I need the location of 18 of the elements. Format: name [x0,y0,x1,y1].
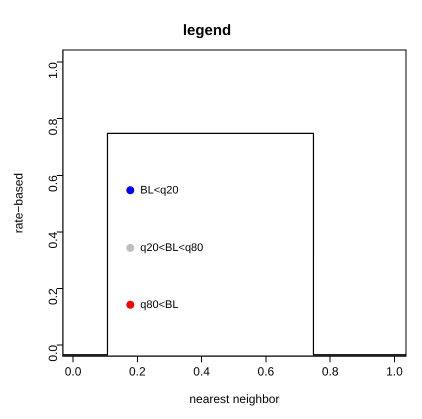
series-label: q80<BL [140,298,179,311]
x-tick-label: 1.0 [386,364,404,379]
x-tick-label: 0.2 [129,364,146,379]
series-label: q20<BL<q80 [140,242,204,254]
y-axis-title: rate−based [12,172,26,234]
x-tick-label: 0.4 [193,364,210,379]
chart-title: legend [182,22,232,40]
y-tick-label: 0.8 [46,118,60,136]
series-label: BL<q20 [140,184,179,196]
x-tick-label: 0.6 [258,364,275,379]
y-tick-label: 1.0 [46,62,60,79]
y-tick-label: 0.6 [46,174,60,192]
x-tick-label: 0.8 [322,364,339,379]
y-tick-label: 0.2 [46,288,60,306]
y-tick-label: 0.0 [46,344,60,362]
x-axis-title: nearest neighbor [189,392,280,406]
x-tick-label: 0.0 [64,364,82,379]
y-tick-label: 0.4 [46,231,60,248]
